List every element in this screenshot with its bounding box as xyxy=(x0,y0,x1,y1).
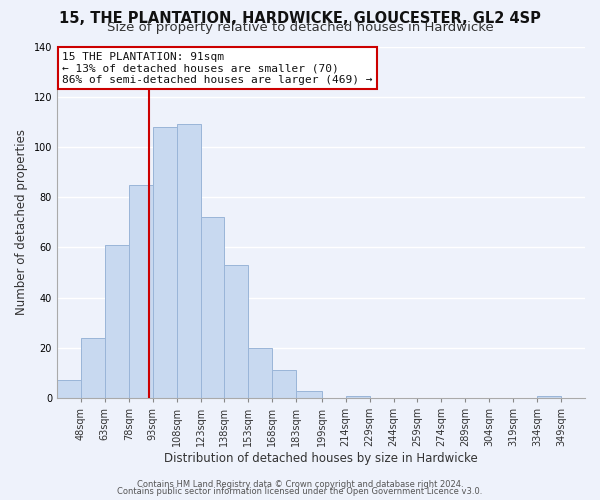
Bar xyxy=(81,338,105,398)
Bar xyxy=(200,217,224,398)
Bar xyxy=(346,396,370,398)
Text: Contains HM Land Registry data © Crown copyright and database right 2024.: Contains HM Land Registry data © Crown c… xyxy=(137,480,463,489)
Y-axis label: Number of detached properties: Number of detached properties xyxy=(15,130,28,316)
Bar xyxy=(57,380,81,398)
Text: Contains public sector information licensed under the Open Government Licence v3: Contains public sector information licen… xyxy=(118,487,482,496)
Bar xyxy=(176,124,200,398)
Text: Size of property relative to detached houses in Hardwicke: Size of property relative to detached ho… xyxy=(107,22,493,35)
X-axis label: Distribution of detached houses by size in Hardwicke: Distribution of detached houses by size … xyxy=(164,452,478,465)
Text: 15 THE PLANTATION: 91sqm
← 13% of detached houses are smaller (70)
86% of semi-d: 15 THE PLANTATION: 91sqm ← 13% of detach… xyxy=(62,52,373,85)
Bar xyxy=(296,390,322,398)
Text: 15, THE PLANTATION, HARDWICKE, GLOUCESTER, GL2 4SP: 15, THE PLANTATION, HARDWICKE, GLOUCESTE… xyxy=(59,11,541,26)
Bar xyxy=(105,245,129,398)
Bar xyxy=(129,184,152,398)
Bar xyxy=(537,396,561,398)
Bar xyxy=(272,370,296,398)
Bar xyxy=(224,265,248,398)
Bar xyxy=(248,348,272,398)
Bar xyxy=(152,127,176,398)
